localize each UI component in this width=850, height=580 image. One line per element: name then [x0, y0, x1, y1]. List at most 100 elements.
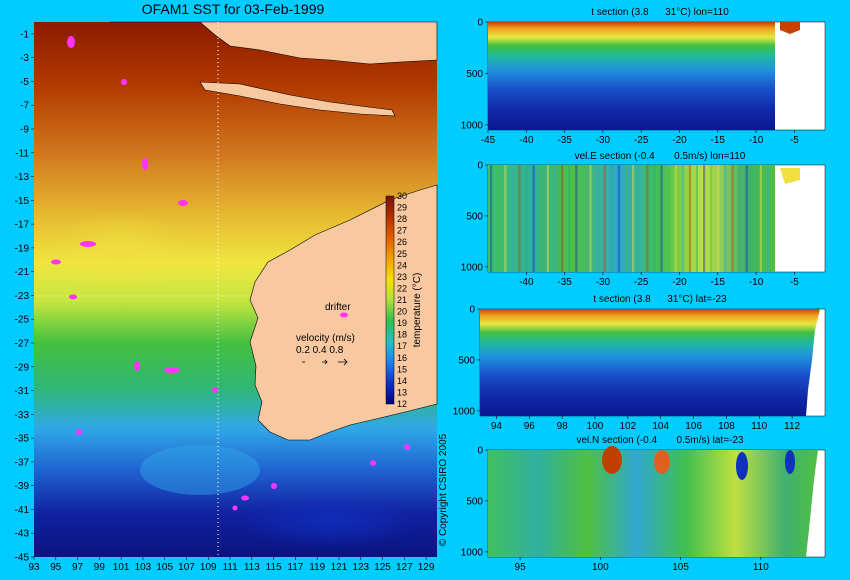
map-y-tick-label: -39 — [15, 481, 30, 492]
panel-t-lat-field — [480, 309, 820, 416]
vele-streak — [681, 165, 684, 272]
map-land-indonesia — [110, 21, 438, 65]
vele-streak — [766, 165, 770, 272]
map-y-tick-label: -7 — [20, 101, 29, 112]
vele-streak — [561, 165, 564, 272]
colorbar-tick-label: 30 — [397, 191, 407, 201]
map-x-tick-label: 109 — [200, 562, 217, 573]
panel-t-lat-y-ticks: 0 500 1000 — [453, 305, 480, 417]
vele-streak — [639, 165, 642, 272]
panel-veln-lat-x-tick-label: 105 — [672, 562, 689, 573]
vele-streak — [490, 165, 493, 272]
vele-streak — [532, 165, 535, 272]
panel-vele-lon-streaks — [490, 165, 770, 272]
vele-streak — [724, 165, 727, 272]
panel-veln-lat-jet-2 — [654, 450, 670, 474]
panel-veln-lat-y-tick-label: 500 — [466, 496, 483, 507]
colorbar-tick-label: 14 — [397, 376, 407, 386]
colorbar-tick-label: 24 — [397, 260, 407, 270]
panel-t-lon-field — [488, 22, 775, 130]
map-legend-velocity-title: velocity (m/s) — [296, 333, 355, 344]
map-y-tick-label: -11 — [15, 148, 29, 159]
panel-t-lat-y-tick-label: 500 — [458, 355, 475, 366]
map-eddy-cool — [140, 445, 260, 495]
map-y-tick-label: -9 — [20, 125, 29, 136]
panel-t-lon-x-tick-label: -35 — [557, 135, 572, 146]
map-y-tick-label: -21 — [15, 267, 30, 278]
map-x-tick-label: 101 — [113, 562, 130, 573]
vele-streak — [745, 165, 748, 272]
map-x-tick-label: 127 — [396, 562, 413, 573]
vele-streak — [752, 165, 755, 272]
vele-streak — [539, 165, 542, 272]
vele-streak — [553, 165, 557, 272]
vele-streak — [497, 165, 500, 272]
colorbar-tick-label: 27 — [397, 226, 407, 236]
panel-t-lat-x-ticks: 94 96 98 100 102 104 106 108 110 112 — [491, 416, 801, 432]
panel-vele-lon-field — [488, 165, 775, 272]
map-copyright: © Copyright CSIRO 2005 — [438, 433, 449, 546]
colorbar-tick-label: 22 — [397, 283, 407, 293]
panel-veln-lat-field — [488, 450, 818, 557]
colorbar-tick-label: 15 — [397, 364, 407, 374]
panel-vele-lon-land — [780, 168, 800, 184]
panel-t-lat-x-tick-label: 100 — [587, 421, 604, 432]
map-y-tick-label: -43 — [15, 529, 30, 540]
panel-vele-lon-x-tick-label: -5 — [790, 277, 799, 288]
vele-streak — [759, 165, 762, 272]
colorbar-tick-label: 13 — [397, 387, 407, 397]
vele-streak — [575, 165, 578, 272]
map-x-tick-label: 105 — [156, 562, 173, 573]
vele-streak — [674, 165, 677, 272]
colorbar-tick-label: 25 — [397, 249, 407, 259]
map-x-tick-label: 95 — [50, 562, 62, 573]
vele-streak — [582, 165, 585, 272]
panel-vele-lon-x-tick-label: -25 — [634, 277, 649, 288]
map-y-tick-label: -31 — [15, 386, 30, 397]
panel-veln-lat-jet-1 — [602, 446, 622, 474]
panel-vele-lon: vel.E section (-0.4 0.5m/s) lon=110 -40-… — [461, 151, 826, 288]
vele-streak — [546, 165, 549, 272]
panel-veln-lat-y-tick-label: 0 — [477, 446, 483, 457]
vele-streak — [695, 165, 699, 272]
panel-t-lat-x-tick-label: 102 — [620, 421, 637, 432]
map-x-tick-label: 107 — [178, 562, 195, 573]
map-x-tick-label: 113 — [244, 562, 260, 573]
panel-vele-lon-y-tick-label: 500 — [466, 211, 483, 222]
vele-streak — [525, 165, 528, 272]
vele-streak — [710, 165, 713, 272]
panel-veln-lat-y-tick-label: 1000 — [461, 547, 484, 558]
map-y-tick-label: -1 — [20, 29, 29, 40]
panel-t-lat-x-tick-label: 98 — [557, 421, 569, 432]
map-x-tick-label: 121 — [331, 562, 348, 573]
map-y-tick-label: -3 — [20, 53, 29, 64]
vele-streak — [632, 165, 635, 272]
panel-veln-lat-jet-3 — [736, 452, 748, 480]
map-y-tick-label: -37 — [15, 457, 30, 468]
panel-t-lon-x-tick-label: -10 — [749, 135, 764, 146]
vele-streak — [603, 165, 606, 272]
map-x-tick-label: 111 — [222, 562, 238, 573]
map-y-tick-label: -23 — [15, 291, 30, 302]
map-y-tick-label: -13 — [15, 172, 30, 183]
map-x-tick-label: 129 — [418, 562, 435, 573]
map-y-tick-label: -15 — [15, 196, 30, 207]
colorbar-tick-label: 12 — [397, 399, 407, 409]
panel-t-lon-x-tick-label: -5 — [790, 135, 799, 146]
vele-streak — [568, 165, 571, 272]
panel-t-lon-land — [780, 22, 800, 34]
colorbar-tick-label: 20 — [397, 307, 407, 317]
panel-t-lat-x-tick-label: 96 — [524, 421, 536, 432]
colorbar-tick-label: 17 — [397, 341, 407, 351]
panel-veln-lat-x-tick-label: 100 — [592, 562, 609, 573]
vele-streak — [717, 165, 720, 272]
vele-streak — [518, 165, 521, 272]
vele-streak — [596, 165, 599, 272]
map-x-tick-label: 117 — [287, 562, 303, 573]
panel-t-lon-title: t section (3.8 31°C) lon=110 — [591, 7, 729, 18]
vele-streak — [511, 165, 514, 272]
map-x-ticks: 93 95 97 99 101 103 105 107 109 111 113 115 117 119 12… — [28, 557, 435, 573]
panel-t-lon-x-tick-label: -20 — [672, 135, 687, 146]
panel-t-lat-x-tick-label: 110 — [751, 421, 767, 432]
panel-t-lon-y-ticks: 0 500 1000 — [461, 18, 488, 131]
